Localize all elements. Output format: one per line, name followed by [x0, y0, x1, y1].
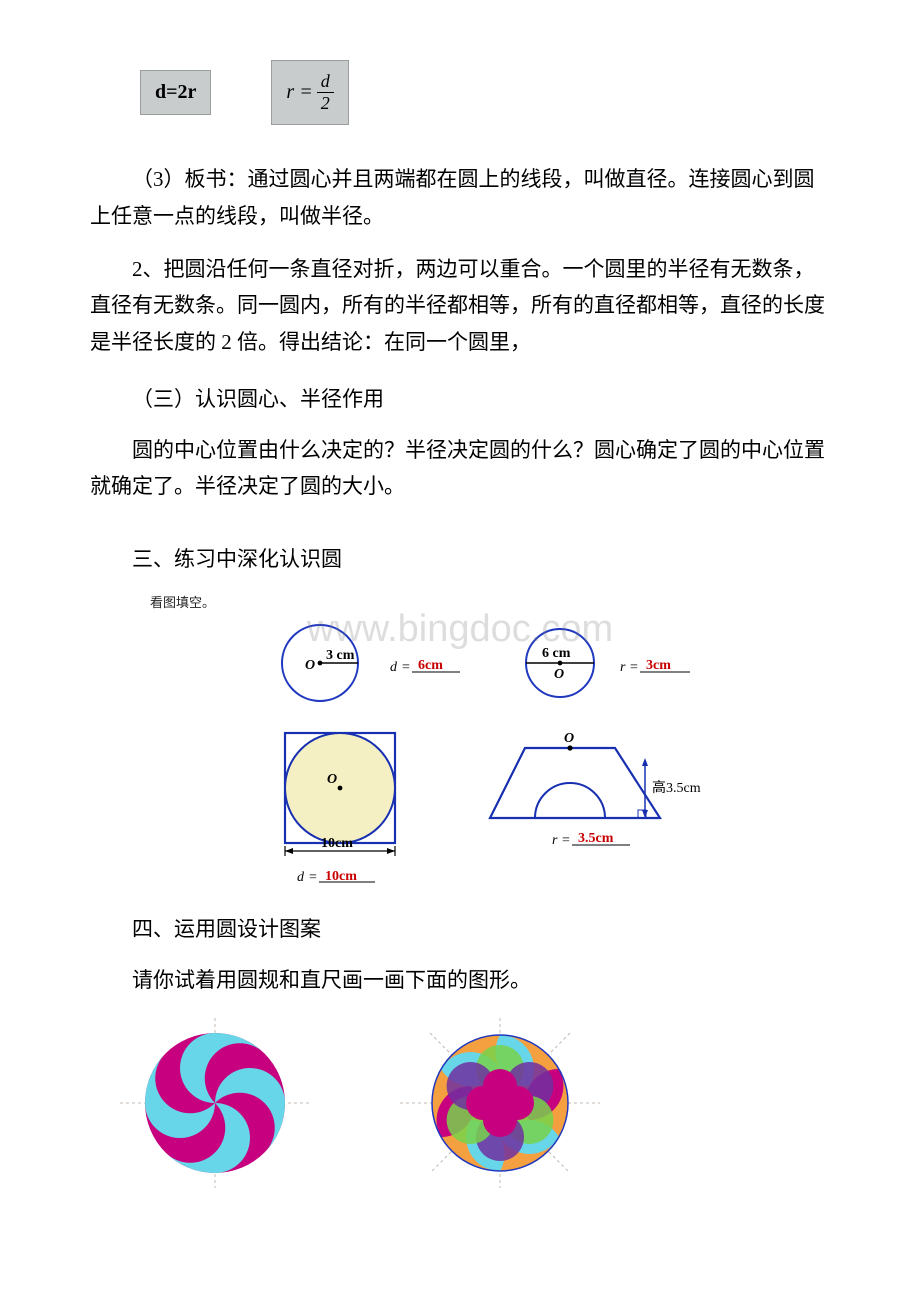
- c1-d-eq: d: [390, 660, 398, 675]
- c4-eq-sign: =: [562, 833, 570, 848]
- c2-r-val: 3cm: [646, 658, 671, 673]
- c4-h-label: 高3.5cm: [652, 779, 701, 796]
- heading-4: 四、运用圆设计图案: [90, 911, 830, 948]
- formula-d2r-text: d=2r: [155, 81, 196, 104]
- paragraph-center-radius: 圆的中心位置由什么决定的？半径决定圆的什么？圆心确定了圆的中心位置就确定了。半径…: [90, 432, 830, 506]
- subsection-3-title: （三）认识圆心、半径作用: [90, 381, 830, 418]
- paragraph-definition: （3）板书：通过圆心并且两端都在圆上的线段，叫做直径。连接圆心到圆上任意一点的线…: [90, 161, 830, 235]
- exercise-title: 看图填空。: [150, 592, 830, 611]
- formula-box-r-d2: r = d 2: [271, 60, 348, 125]
- formula-box-d2r: d=2r: [140, 70, 211, 115]
- pattern-flower: [400, 1018, 600, 1188]
- c1-r-label: 3 cm: [326, 648, 355, 663]
- c3-d-val: 10cm: [325, 869, 357, 883]
- c3-o-label: O: [327, 772, 337, 787]
- exercise-row-1: O 3 cm d = 6cm O 6 cm r = 3cm: [180, 613, 740, 718]
- paragraph-design: 请你试着用圆规和直尺画一画下面的图形。: [90, 962, 830, 999]
- c1-eq-sign: =: [402, 660, 410, 675]
- formula-row: d=2r r = d 2: [140, 60, 830, 125]
- formula-fraction: d 2: [317, 71, 334, 114]
- exercise-area: 看图填空。 O 3 cm d = 6cm O 6 cm r: [90, 592, 830, 883]
- c1-d-val: 6cm: [418, 658, 443, 673]
- c2-r-eq: r: [620, 660, 626, 675]
- c1-o-label: O: [305, 658, 315, 673]
- patterns-row: [120, 1018, 830, 1188]
- fraction-numerator: d: [317, 71, 334, 92]
- c3-side-label: 10cm: [321, 836, 353, 851]
- c4-o-label: O: [564, 731, 574, 746]
- fraction-denominator: 2: [317, 92, 334, 114]
- c3-eq-sign: =: [309, 870, 317, 883]
- formula-r-lhs: r =: [286, 81, 312, 104]
- exercise-row-2: O 10cm d = 10cm: [180, 718, 740, 883]
- c4-r-eq: r: [552, 833, 558, 848]
- pattern-pinwheel: [120, 1018, 310, 1188]
- c3-d-eq: d: [297, 870, 305, 883]
- c2-eq-sign: =: [630, 660, 638, 675]
- c4-r-val: 3.5cm: [578, 831, 614, 846]
- paragraph-fold: 2、把圆沿任何一条直径对折，两边可以重合。一个圆里的半径有无数条，直径有无数条。…: [90, 251, 830, 361]
- c2-o-label: O: [554, 667, 564, 682]
- heading-3: 三、练习中深化认识圆: [90, 541, 830, 578]
- c2-d-label: 6 cm: [542, 646, 571, 661]
